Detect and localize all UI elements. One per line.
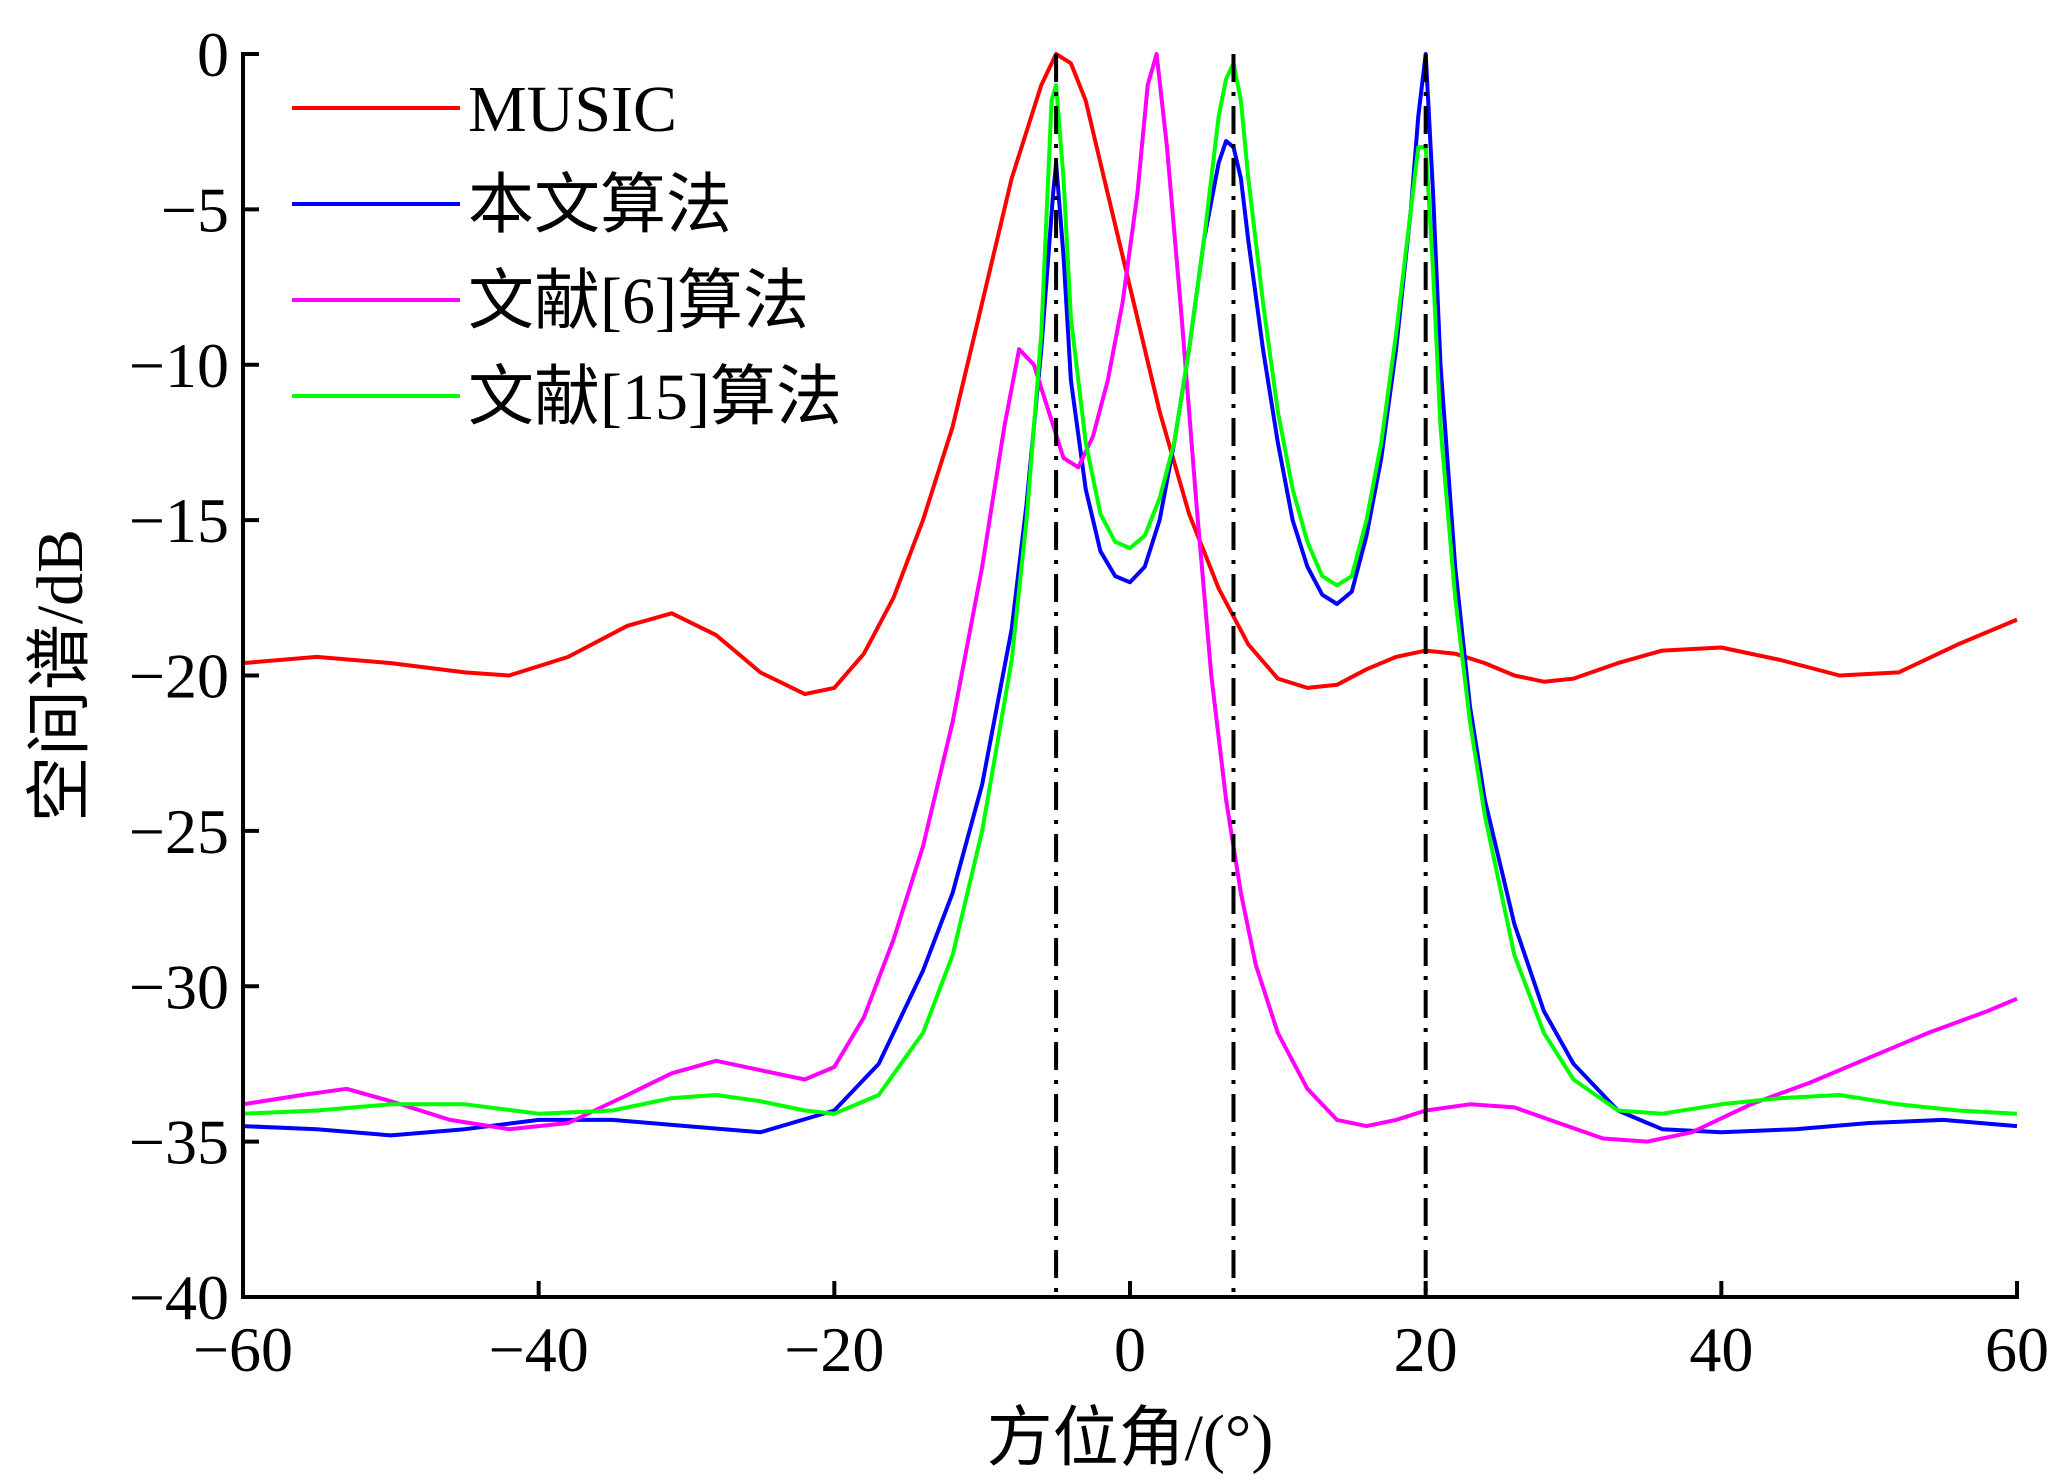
series-curves: [242, 52, 2018, 1144]
series-line-3: [242, 61, 2018, 1116]
legend-label-3: 文献[15]算法: [468, 361, 842, 434]
x-tick-label-2: −20: [784, 1314, 884, 1385]
y-tick-label-5: −25: [129, 796, 229, 867]
series-line-0: [242, 52, 2018, 697]
y-tick-label-4: −20: [129, 641, 229, 712]
legend-label-1: 本文算法: [468, 169, 732, 242]
y-tick-label-3: −15: [129, 485, 229, 556]
x-tick-label-5: 40: [1689, 1314, 1753, 1385]
x-tick-label-1: −40: [489, 1314, 589, 1385]
legend-label-2: 文献[6]算法: [468, 265, 809, 338]
x-axis-title: 方位角/(°): [987, 1402, 1274, 1475]
y-tick-label-1: −5: [161, 174, 229, 245]
ticks: −60 −40 −20 0 20 40 600−5−10−15−20−25−30−35−40: [129, 19, 2048, 1385]
legend-label-0: MUSIC: [468, 73, 677, 146]
x-tick-label-4: 20: [1394, 1314, 1458, 1385]
true-doa-lines: [1054, 54, 1428, 1297]
x-tick-label-0: −60: [193, 1314, 293, 1385]
series-line-1: [242, 52, 2018, 1138]
y-tick-label-8: −40: [129, 1262, 229, 1333]
y-axis-title: 空间谱/dB: [24, 529, 97, 822]
series-line-2: [242, 52, 2018, 1144]
y-tick-label-2: −10: [129, 330, 229, 401]
y-tick-label-6: −30: [129, 951, 229, 1022]
y-tick-label-7: −35: [129, 1107, 229, 1178]
y-tick-label-0: 0: [197, 19, 229, 90]
x-tick-label-6: 60: [1985, 1314, 2048, 1385]
x-tick-label-3: 0: [1114, 1314, 1146, 1385]
